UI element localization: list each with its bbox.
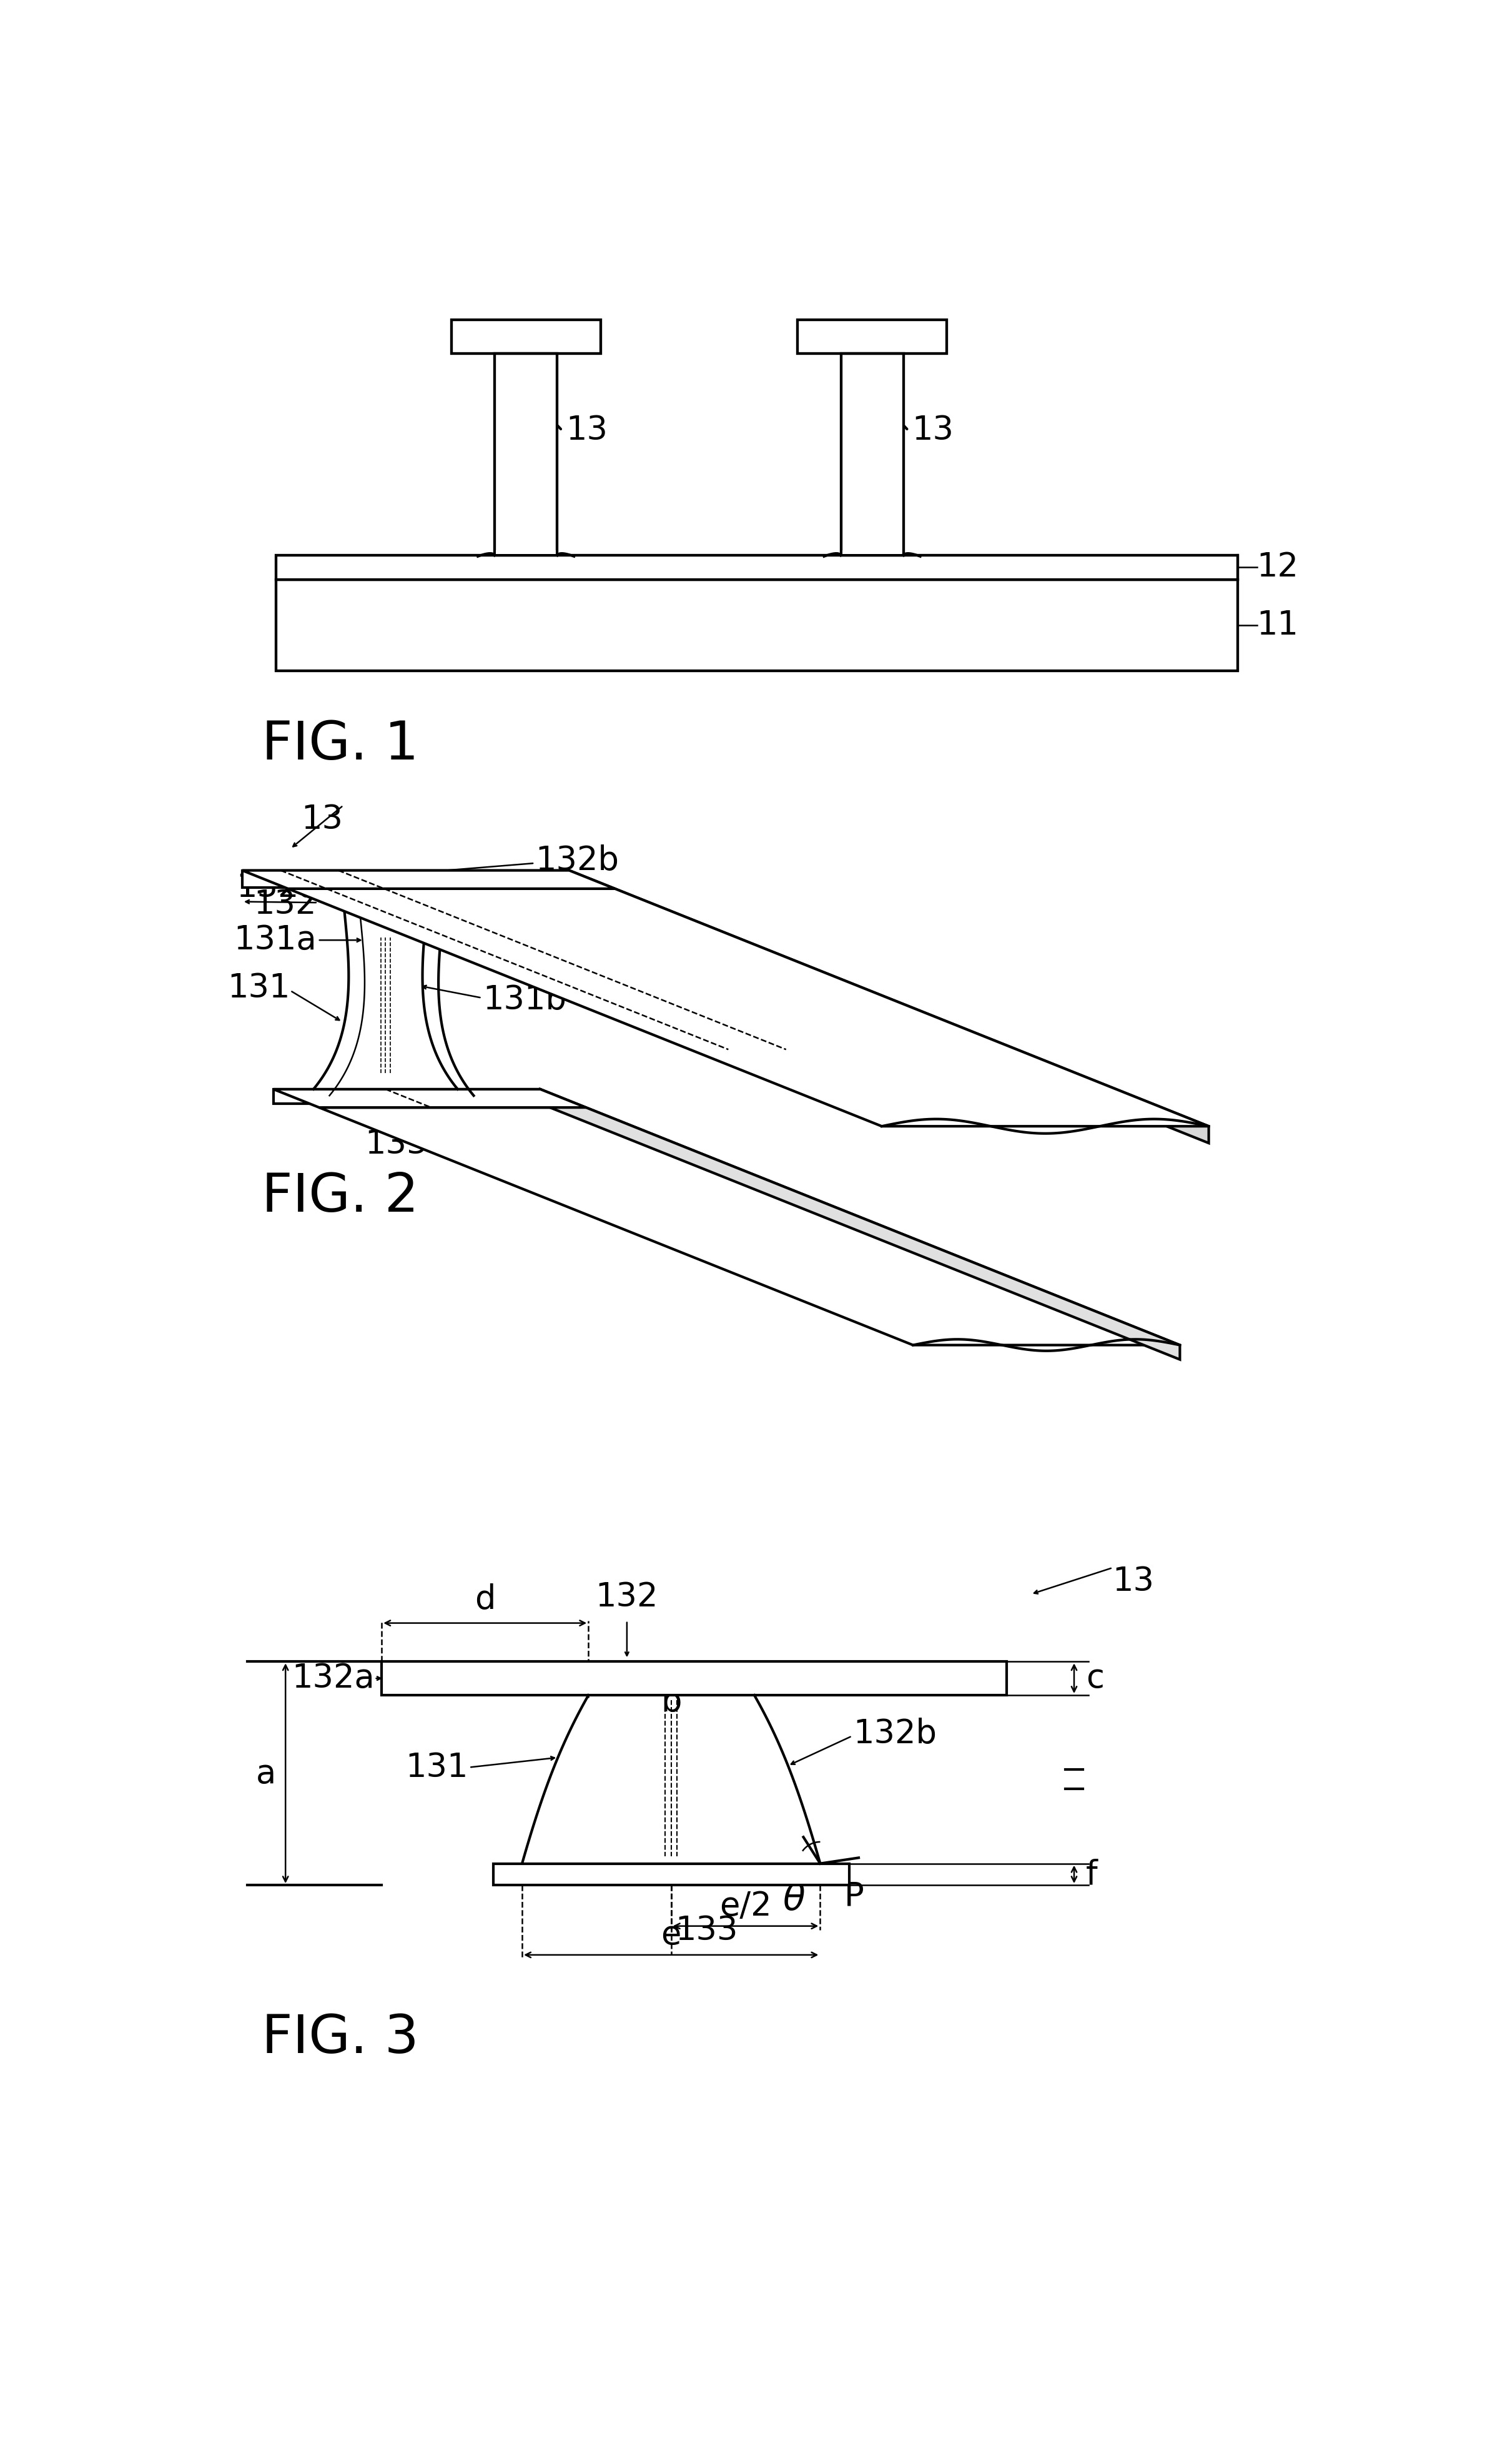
Polygon shape — [273, 1089, 541, 1104]
Text: 131a: 131a — [233, 924, 316, 956]
Bar — [493, 1863, 849, 1885]
Polygon shape — [242, 870, 569, 887]
Bar — [451, 320, 600, 352]
Bar — [495, 352, 557, 554]
Text: 133: 133 — [365, 1129, 428, 1161]
Polygon shape — [242, 870, 615, 890]
Bar — [495, 352, 557, 554]
Text: 133: 133 — [676, 1915, 738, 1947]
Text: 13: 13 — [1112, 1565, 1154, 1597]
Text: 11: 11 — [1256, 609, 1299, 641]
Text: FIG. 1: FIG. 1 — [261, 719, 419, 771]
Text: e: e — [661, 1919, 682, 1951]
Text: d: d — [475, 1584, 496, 1616]
Text: $\theta$: $\theta$ — [783, 1882, 805, 1917]
Text: f: f — [1086, 1858, 1097, 1890]
Bar — [496, 549, 555, 554]
Polygon shape — [319, 1106, 1181, 1345]
Bar — [276, 579, 1237, 670]
Bar — [276, 554, 1237, 579]
Text: 132b: 132b — [536, 845, 619, 877]
Bar — [276, 579, 1237, 670]
Text: 13: 13 — [301, 803, 343, 835]
Bar — [495, 352, 557, 554]
Polygon shape — [273, 1089, 587, 1106]
Text: e/2: e/2 — [720, 1890, 772, 1922]
Polygon shape — [288, 890, 1209, 1126]
Bar — [841, 352, 903, 554]
Text: 132: 132 — [254, 887, 316, 919]
Bar — [797, 320, 946, 352]
Polygon shape — [541, 1089, 1181, 1360]
Bar — [842, 549, 901, 554]
Text: 131: 131 — [227, 971, 290, 1005]
Text: 132a: 132a — [291, 1663, 374, 1695]
Bar — [451, 320, 600, 352]
Text: c: c — [1086, 1663, 1105, 1695]
Bar — [797, 320, 946, 352]
Text: FIG. 2: FIG. 2 — [261, 1170, 419, 1222]
Text: FIG. 3: FIG. 3 — [261, 2013, 419, 2065]
Text: P: P — [845, 1880, 864, 1912]
Bar — [276, 554, 1237, 579]
Text: 131: 131 — [405, 1752, 468, 1784]
Bar — [841, 352, 903, 554]
Polygon shape — [569, 870, 1209, 1143]
Bar — [382, 1661, 1007, 1695]
Text: 131b: 131b — [483, 983, 566, 1018]
Bar — [451, 320, 600, 352]
Bar — [841, 352, 903, 554]
Text: 132: 132 — [595, 1582, 658, 1614]
Text: 13: 13 — [912, 414, 953, 446]
Text: 12: 12 — [1256, 552, 1299, 584]
Text: b: b — [661, 1685, 682, 1717]
Text: a: a — [255, 1757, 276, 1789]
Bar — [797, 320, 946, 352]
Bar — [276, 579, 1237, 670]
Text: 132b: 132b — [852, 1717, 937, 1749]
Text: 132a: 132a — [236, 870, 319, 904]
Text: 13: 13 — [566, 414, 607, 446]
Bar — [276, 554, 1237, 579]
